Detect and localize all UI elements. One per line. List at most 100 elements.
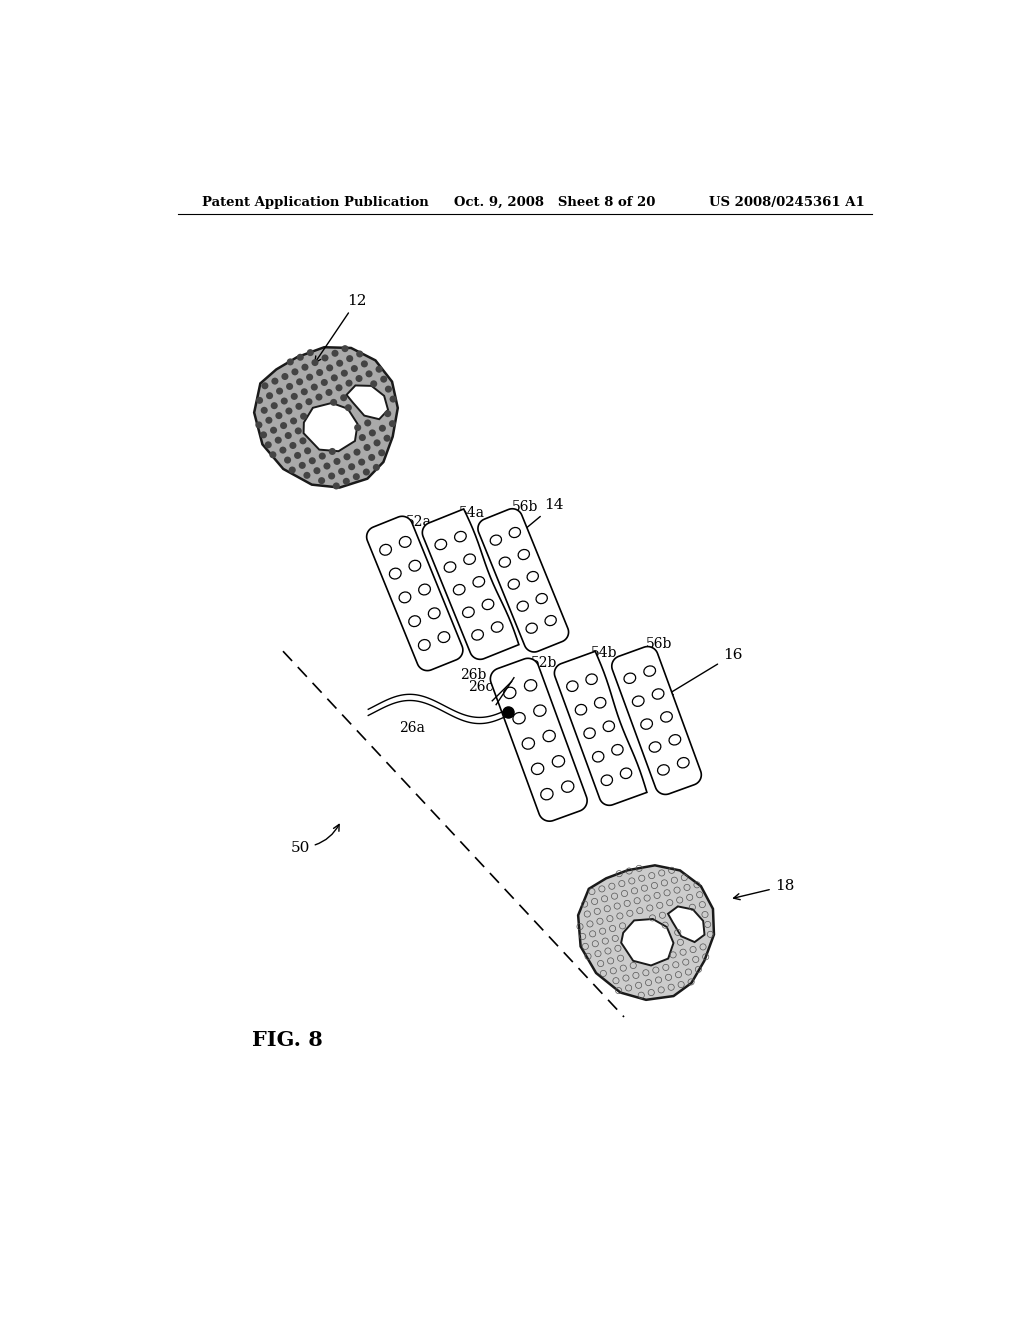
Polygon shape [601,775,612,785]
Polygon shape [399,591,411,603]
Circle shape [274,437,282,444]
Polygon shape [454,585,465,595]
Circle shape [295,403,302,409]
Circle shape [360,360,368,367]
Circle shape [354,424,361,432]
Circle shape [296,379,303,385]
Circle shape [353,473,359,480]
Polygon shape [541,788,553,800]
Polygon shape [595,697,606,708]
Polygon shape [508,579,519,589]
Circle shape [358,458,366,466]
Circle shape [291,393,298,400]
Text: Oct. 9, 2008   Sheet 8 of 20: Oct. 9, 2008 Sheet 8 of 20 [454,195,655,209]
Text: 54a: 54a [459,506,485,520]
Circle shape [315,393,323,400]
Circle shape [385,385,392,392]
Text: 18: 18 [733,879,795,900]
Circle shape [292,368,298,375]
Polygon shape [254,347,397,487]
Circle shape [290,442,297,449]
Text: 16: 16 [667,648,742,696]
Polygon shape [660,711,673,722]
Circle shape [318,453,326,459]
Circle shape [334,458,341,465]
Circle shape [299,437,306,445]
Circle shape [256,397,263,404]
Circle shape [299,462,306,469]
Text: 50: 50 [291,825,339,854]
Polygon shape [409,615,421,627]
Text: 26b: 26b [460,668,486,682]
Circle shape [260,432,267,438]
Circle shape [285,432,292,440]
Circle shape [374,440,381,446]
Text: 52b: 52b [531,656,557,669]
Text: FIG. 8: FIG. 8 [252,1030,323,1049]
Circle shape [316,370,324,376]
Polygon shape [455,532,466,541]
Circle shape [281,397,288,404]
Polygon shape [422,510,519,660]
Circle shape [269,451,276,458]
Circle shape [313,467,321,474]
Circle shape [303,471,310,479]
Circle shape [309,457,315,465]
Circle shape [324,462,331,470]
Circle shape [362,469,370,475]
Circle shape [280,446,287,454]
Polygon shape [473,577,484,587]
Polygon shape [633,696,644,706]
Polygon shape [527,572,539,582]
Circle shape [369,454,375,461]
Polygon shape [669,735,681,744]
Text: 30: 30 [515,672,534,686]
Polygon shape [419,639,430,651]
Text: 26c: 26c [468,680,494,693]
Circle shape [351,366,358,372]
Circle shape [380,376,387,383]
Circle shape [286,383,293,389]
Polygon shape [435,540,446,549]
Polygon shape [649,742,660,752]
Polygon shape [346,385,388,420]
Circle shape [266,392,273,399]
Polygon shape [678,758,689,768]
Circle shape [270,403,278,409]
Text: 26a: 26a [399,721,425,735]
Circle shape [379,425,386,432]
Polygon shape [513,713,525,723]
Circle shape [358,434,366,441]
Circle shape [255,421,262,429]
Circle shape [373,463,380,471]
Circle shape [295,428,302,434]
Polygon shape [509,528,520,537]
Circle shape [304,447,311,454]
Polygon shape [554,651,647,805]
Circle shape [270,426,278,434]
Polygon shape [668,907,705,942]
Circle shape [389,420,396,428]
Circle shape [306,374,313,380]
Polygon shape [472,630,483,640]
Circle shape [326,389,333,396]
Polygon shape [531,763,544,775]
Circle shape [311,359,318,366]
Polygon shape [566,681,579,692]
Circle shape [341,345,348,352]
Text: US 2008/0245361 A1: US 2008/0245361 A1 [710,195,865,209]
Polygon shape [389,568,401,579]
Circle shape [336,384,343,391]
Polygon shape [575,705,587,715]
Polygon shape [419,583,430,595]
Polygon shape [380,544,391,556]
Circle shape [366,371,373,378]
Circle shape [275,412,283,420]
Polygon shape [543,730,555,742]
Circle shape [329,447,336,455]
Polygon shape [492,622,503,632]
Polygon shape [652,689,664,700]
Circle shape [345,380,352,387]
Circle shape [384,434,390,442]
Polygon shape [624,673,636,684]
